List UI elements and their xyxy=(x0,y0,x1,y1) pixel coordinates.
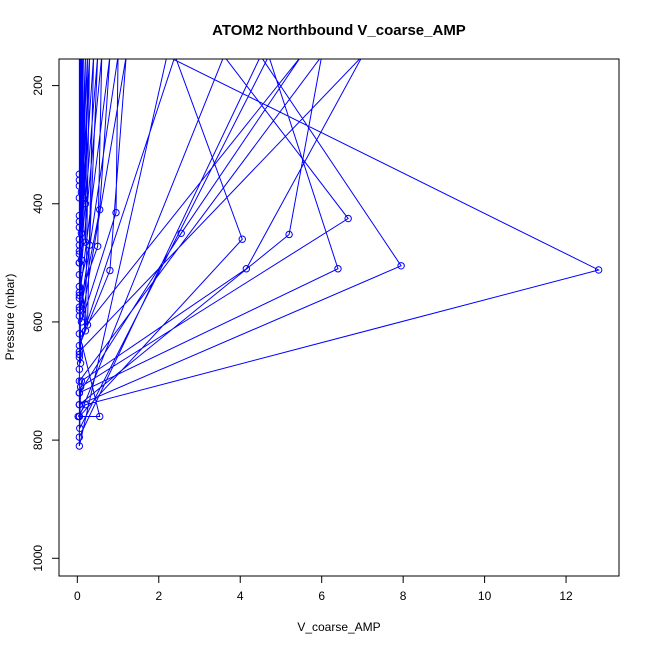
data-point xyxy=(81,238,90,246)
series-line xyxy=(77,59,601,447)
data-point xyxy=(75,288,84,297)
data-point xyxy=(594,266,603,274)
data-point xyxy=(334,265,342,273)
series-layer xyxy=(74,59,603,450)
data-point xyxy=(106,266,114,275)
data-point xyxy=(397,262,405,270)
x-tick-label: 6 xyxy=(318,589,325,603)
data-point xyxy=(75,241,84,249)
data-point xyxy=(75,250,84,258)
data-point xyxy=(112,208,120,217)
data-point xyxy=(75,330,84,338)
data-point xyxy=(75,176,84,184)
x-axis-label: V_coarse_AMP xyxy=(297,620,380,634)
data-point xyxy=(75,303,84,311)
data-point xyxy=(75,341,84,350)
x-tick-label: 0 xyxy=(74,589,81,603)
x-tick-label: 4 xyxy=(237,589,244,603)
data-point xyxy=(75,365,84,373)
data-point xyxy=(75,389,84,397)
data-point xyxy=(76,424,84,432)
data-point xyxy=(75,442,84,450)
plot-frame xyxy=(58,58,620,577)
data-point xyxy=(75,433,84,441)
data-point xyxy=(93,242,102,251)
y-tick-label: 600 xyxy=(31,312,45,332)
data-point xyxy=(96,412,104,421)
data-point xyxy=(75,306,84,314)
data-point xyxy=(177,229,185,238)
data-point xyxy=(77,377,86,385)
data-point xyxy=(242,265,251,273)
x-tick-label: 8 xyxy=(400,589,407,603)
chart-title: ATOM2 Northbound V_coarse_AMP xyxy=(212,22,466,39)
data-point xyxy=(81,200,90,208)
data-point xyxy=(81,327,90,335)
x-tick-label: 12 xyxy=(559,589,573,603)
data-point xyxy=(285,230,293,239)
x-tick-label: 10 xyxy=(478,589,492,603)
data-point xyxy=(344,214,352,223)
axes-layer: 0 2 4 6 8 10 12 200 400 600 800 1000 xyxy=(31,75,573,603)
y-tick-label: 200 xyxy=(31,75,45,95)
data-point xyxy=(96,205,104,214)
data-point xyxy=(77,229,86,238)
data-point xyxy=(75,217,84,226)
y-tick-label: 800 xyxy=(31,430,45,450)
data-point xyxy=(75,377,84,385)
data-point xyxy=(75,400,84,409)
y-axis-label: Pressure (mbar) xyxy=(3,274,17,361)
y-tick-label: 400 xyxy=(31,193,45,213)
x-tick-label: 2 xyxy=(155,589,162,603)
data-point xyxy=(75,350,84,359)
data-point xyxy=(75,259,84,267)
data-point xyxy=(75,412,84,421)
data-point xyxy=(75,291,84,300)
data-point xyxy=(75,270,84,279)
data-point xyxy=(238,235,246,243)
y-tick-label: 1000 xyxy=(31,545,45,572)
